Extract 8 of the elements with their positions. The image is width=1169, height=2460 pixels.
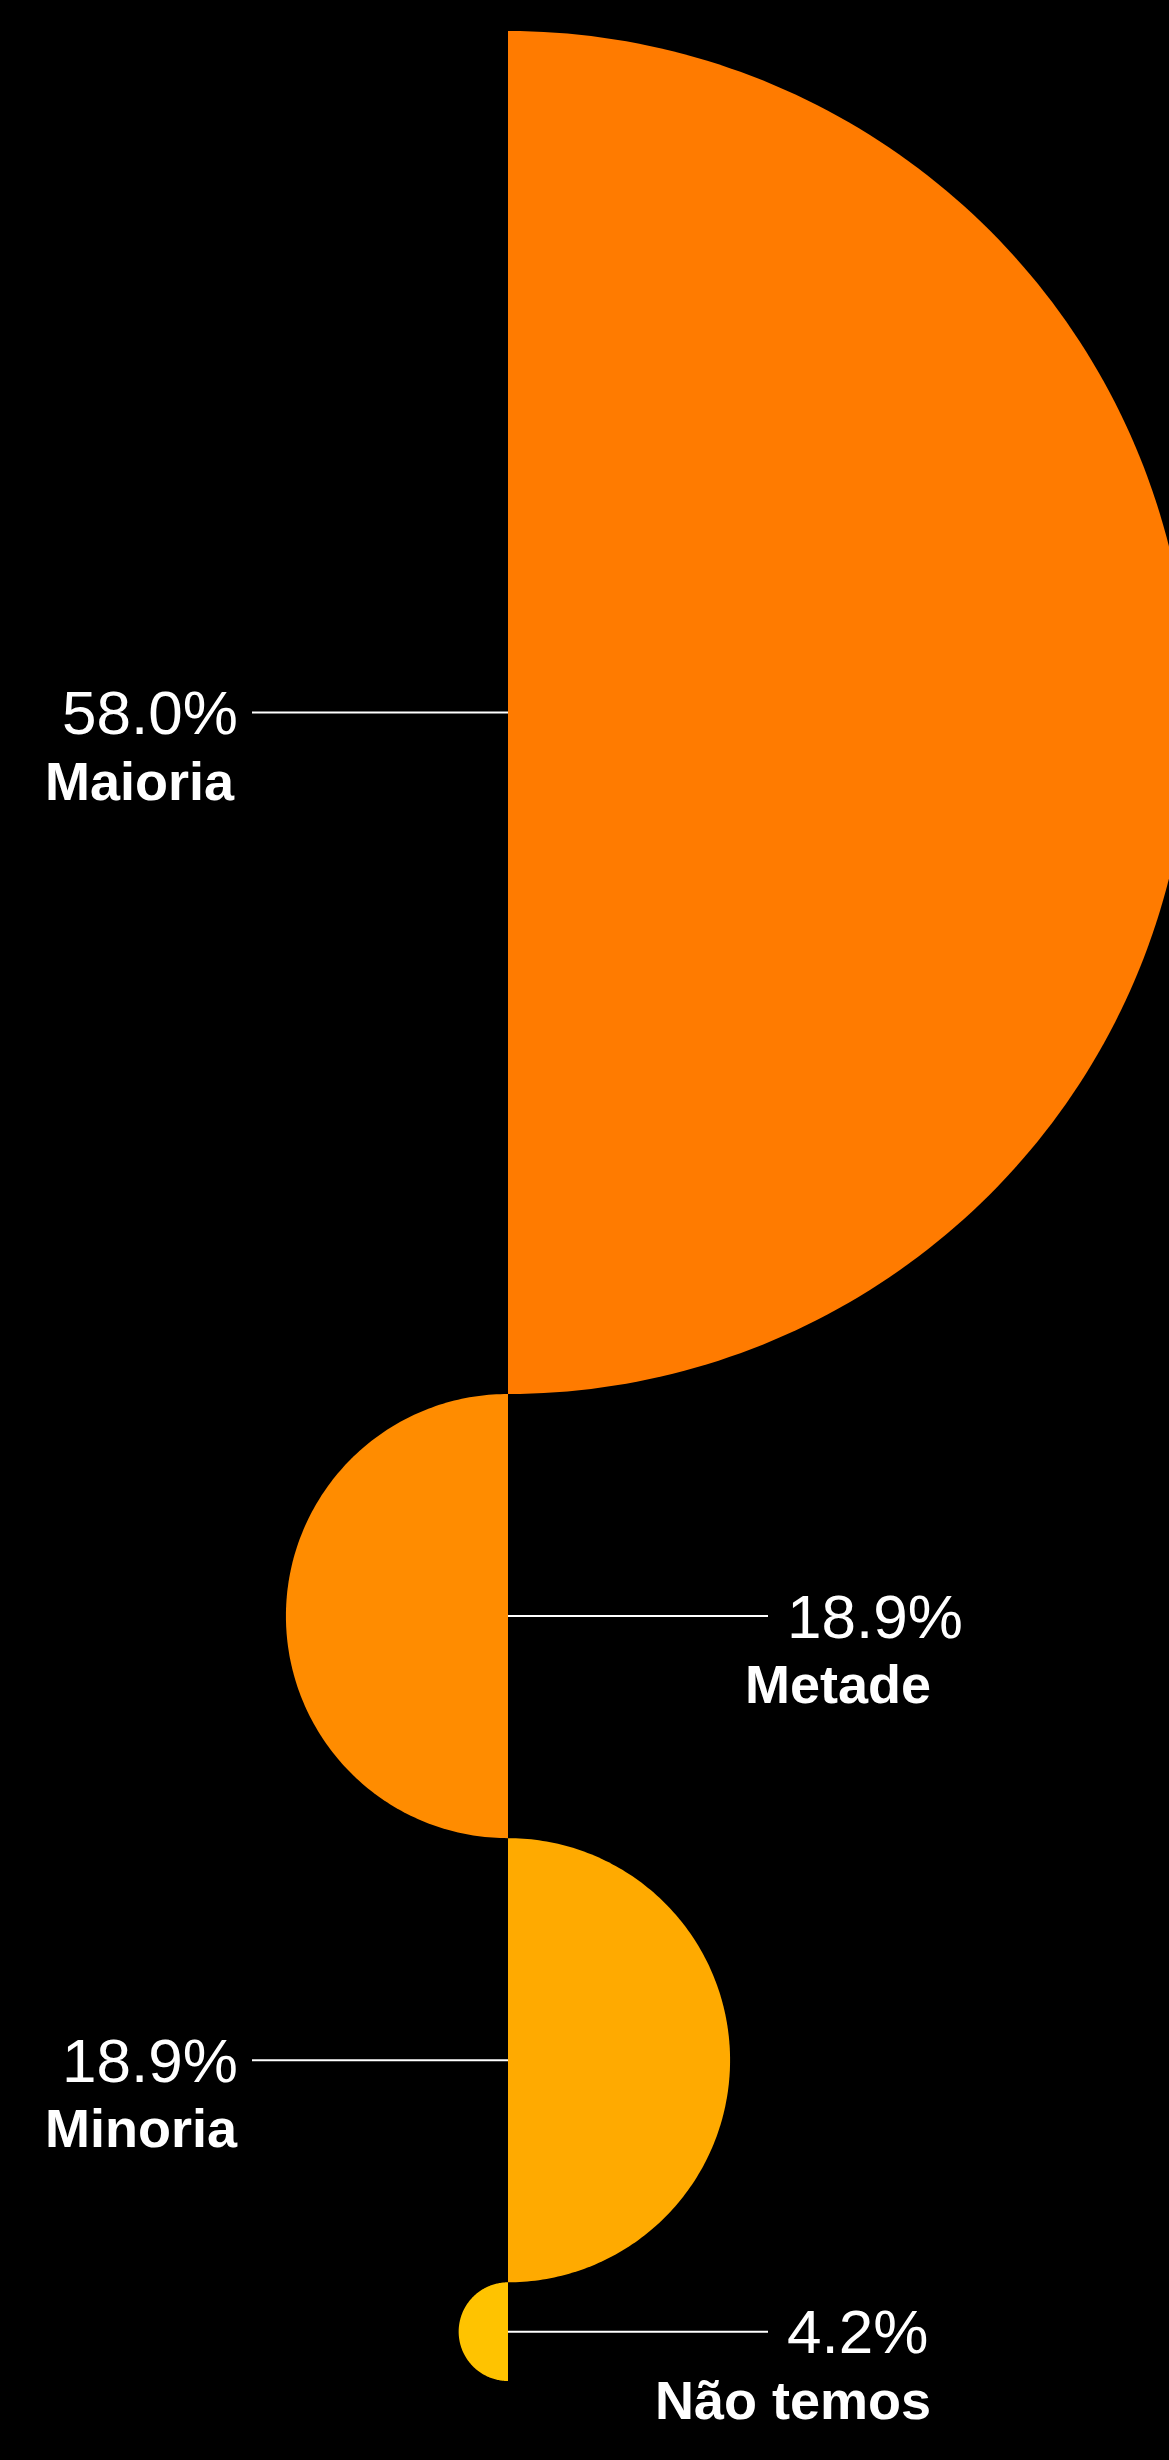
category-label: Minoria <box>45 2098 238 2158</box>
data-label: 4.2% <box>787 2297 929 2366</box>
data-label: 18.9% <box>62 2026 238 2095</box>
data-label: 58.0% <box>62 678 238 747</box>
category-label: Maioria <box>45 751 236 811</box>
data-label: 18.9% <box>787 1582 963 1651</box>
category-label: Metade <box>745 1654 932 1714</box>
category-label: Não temos <box>655 2370 932 2430</box>
